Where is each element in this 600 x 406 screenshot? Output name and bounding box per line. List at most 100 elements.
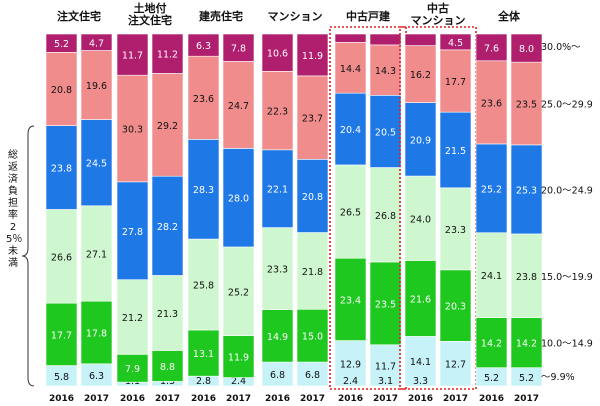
year-label: 2017 xyxy=(514,394,539,404)
bar-segment xyxy=(475,232,508,318)
data-label: 24.5 xyxy=(86,159,107,170)
data-label: 6.8 xyxy=(305,370,320,381)
data-label: 4.5 xyxy=(448,38,463,49)
bar-segment xyxy=(261,309,294,363)
data-label: 21.3 xyxy=(157,309,178,320)
data-label: 23.5 xyxy=(516,100,537,111)
data-label: 4.7 xyxy=(89,38,104,49)
bar-segment xyxy=(369,44,402,96)
bar-segment xyxy=(222,246,255,336)
bar-segment xyxy=(510,33,543,63)
data-label: 20.5 xyxy=(375,127,396,138)
bar-segment xyxy=(296,159,329,233)
data-label: 7.8 xyxy=(231,44,246,55)
data-label: 25.2 xyxy=(228,287,249,298)
legend-label: 20.0～24.9 xyxy=(541,185,593,196)
bar-segment xyxy=(116,181,149,280)
data-label: 10.6 xyxy=(267,49,288,60)
data-label: 28.2 xyxy=(157,222,178,233)
bar-segment xyxy=(334,340,367,387)
year-label: 2016 xyxy=(338,394,363,404)
bar-segment xyxy=(296,75,329,160)
data-label: 14.1 xyxy=(410,357,431,368)
bar-segment xyxy=(475,33,508,62)
data-label: 5.2 xyxy=(54,39,69,50)
data-label: 2.4 xyxy=(231,376,246,387)
year-label: 2017 xyxy=(443,394,468,404)
data-label: 14.4 xyxy=(340,64,361,75)
bar-segment xyxy=(261,227,294,310)
data-label: 14.2 xyxy=(481,339,502,350)
bar-segment xyxy=(222,148,255,248)
bar-segment xyxy=(404,260,437,337)
data-label: 20.8 xyxy=(302,192,323,203)
bar-segment xyxy=(187,238,220,331)
data-label: 29.2 xyxy=(157,121,178,132)
group-title: 土地付 xyxy=(134,1,167,15)
data-label: 23.4 xyxy=(340,295,361,306)
data-label: 8.8 xyxy=(160,362,175,373)
bar-segment xyxy=(80,300,113,365)
data-label: 15.0 xyxy=(302,332,323,343)
data-label: 2.8 xyxy=(196,376,211,387)
year-label: 2017 xyxy=(373,394,398,404)
bar-segment xyxy=(222,61,255,149)
year-label: 2017 xyxy=(155,394,180,404)
bar-segment xyxy=(369,344,402,387)
legend-label: 25.0～29.9 xyxy=(541,100,593,111)
bar-segment xyxy=(187,55,220,140)
bar-segment xyxy=(187,329,220,377)
bar-segment xyxy=(151,33,184,74)
bar-segment xyxy=(116,74,149,183)
group-title: 中古戸建 xyxy=(346,9,391,23)
data-label: 7.6 xyxy=(484,43,499,54)
data-label: 23.6 xyxy=(481,98,502,109)
data-label: 21.8 xyxy=(302,267,323,278)
bar-segment xyxy=(45,52,78,126)
bar-segment xyxy=(369,261,402,346)
bar-segment xyxy=(404,33,437,46)
bar-segment xyxy=(334,92,367,166)
data-label: 23.5 xyxy=(375,299,396,310)
data-label: 20.3 xyxy=(445,302,466,313)
bar-segment xyxy=(261,71,294,151)
data-label: 21.5 xyxy=(445,146,466,157)
data-label: 17.8 xyxy=(86,328,107,339)
bar-segment xyxy=(116,33,149,76)
year-label: 2016 xyxy=(49,394,74,404)
data-label: 6.8 xyxy=(270,370,285,381)
bar-segment xyxy=(369,167,402,263)
data-label: 11.7 xyxy=(122,51,143,62)
bar-segment xyxy=(296,308,329,363)
data-label: 3.3 xyxy=(413,376,428,387)
bar-segment xyxy=(334,257,367,341)
data-label: 26.6 xyxy=(51,252,72,263)
data-label: 14.2 xyxy=(516,339,537,350)
data-label: 23.8 xyxy=(51,164,72,175)
group-title: マンション xyxy=(268,10,323,23)
data-label: 24.0 xyxy=(410,214,431,225)
bar-segment xyxy=(45,302,78,366)
side-label: 総返済負担率25％未満 xyxy=(6,150,23,269)
data-label: 22.1 xyxy=(267,185,288,196)
data-label: 6.3 xyxy=(196,41,211,52)
bar-segment xyxy=(80,205,113,302)
data-label: 3.1 xyxy=(378,376,393,387)
bar-segment xyxy=(334,42,367,94)
bar-segment xyxy=(151,73,184,177)
data-label: 17.7 xyxy=(445,77,466,88)
group-title: 注文住宅 xyxy=(57,9,101,23)
side-brace xyxy=(21,125,35,387)
bar-segment xyxy=(222,33,255,62)
bar-segment xyxy=(334,164,367,259)
bar-segment xyxy=(439,49,472,113)
data-label: 11.7 xyxy=(375,361,396,372)
group-title: 建売住宅 xyxy=(199,9,243,23)
bar-segment xyxy=(404,336,437,387)
bar-segment xyxy=(151,275,184,351)
data-label: 22.3 xyxy=(267,107,288,118)
bar-segment xyxy=(80,50,113,120)
bar-segment xyxy=(510,233,543,319)
data-label: 25.3 xyxy=(516,185,537,196)
bar-segment xyxy=(261,33,294,72)
